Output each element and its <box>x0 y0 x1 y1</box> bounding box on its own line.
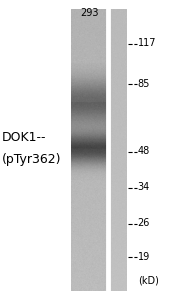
Text: (pTyr362): (pTyr362) <box>2 153 61 167</box>
Text: 26: 26 <box>138 218 150 229</box>
Text: 34: 34 <box>138 182 150 193</box>
Text: 19: 19 <box>138 251 150 262</box>
Text: DOK1--: DOK1-- <box>2 130 46 144</box>
Text: 293: 293 <box>80 8 99 17</box>
Text: 85: 85 <box>138 79 150 89</box>
Text: 117: 117 <box>138 38 156 49</box>
Text: 48: 48 <box>138 146 150 157</box>
Bar <box>107 9 109 291</box>
Text: (kD): (kD) <box>138 275 159 286</box>
